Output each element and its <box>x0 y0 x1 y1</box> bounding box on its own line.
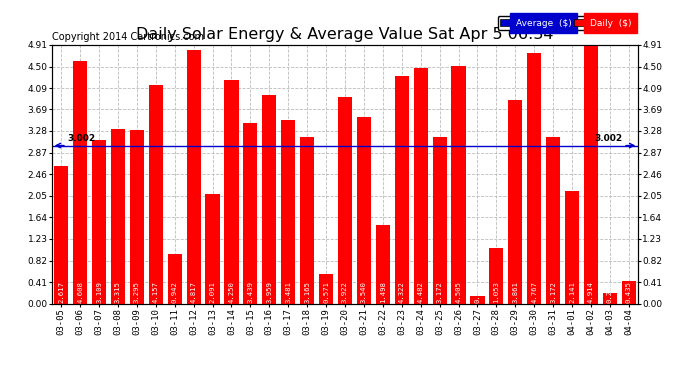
Bar <box>168 254 182 304</box>
Text: 3.002: 3.002 <box>68 134 96 143</box>
Text: 4.157: 4.157 <box>152 281 159 303</box>
Text: 3.959: 3.959 <box>266 281 273 303</box>
Text: 2.091: 2.091 <box>210 281 215 303</box>
Text: 2.141: 2.141 <box>569 281 575 303</box>
Legend: Average  ($), Daily  ($): Average ($), Daily ($) <box>497 16 633 30</box>
Bar <box>92 140 106 304</box>
Text: 0.571: 0.571 <box>323 281 329 303</box>
Bar <box>130 130 144 304</box>
Text: 4.767: 4.767 <box>531 281 538 303</box>
Bar <box>433 136 446 304</box>
Title: Daily Solar Energy & Average Value Sat Apr 5 06:34: Daily Solar Energy & Average Value Sat A… <box>136 27 554 42</box>
Text: 4.322: 4.322 <box>399 281 405 303</box>
Bar <box>413 68 428 304</box>
Text: 3.315: 3.315 <box>115 281 121 303</box>
Text: 3.172: 3.172 <box>437 281 442 303</box>
Bar <box>376 225 390 304</box>
Text: 0.149: 0.149 <box>475 281 480 303</box>
Text: 4.482: 4.482 <box>417 281 424 303</box>
Text: 1.498: 1.498 <box>380 281 386 303</box>
Bar <box>244 123 257 304</box>
Bar <box>281 120 295 304</box>
Text: 4.817: 4.817 <box>190 281 197 303</box>
Text: 0.435: 0.435 <box>626 281 632 303</box>
Bar <box>471 296 484 304</box>
Text: 4.505: 4.505 <box>455 281 462 303</box>
Bar <box>206 194 219 304</box>
Text: 4.914: 4.914 <box>588 281 594 303</box>
Text: 3.002: 3.002 <box>594 134 622 143</box>
Bar <box>451 66 466 304</box>
Text: 3.861: 3.861 <box>512 281 518 303</box>
Bar <box>603 293 617 304</box>
Text: 3.922: 3.922 <box>342 281 348 303</box>
Text: 2.617: 2.617 <box>58 281 64 303</box>
Text: Copyright 2014 Cartronics.com: Copyright 2014 Cartronics.com <box>52 32 204 42</box>
Bar <box>149 85 163 304</box>
Text: 3.540: 3.540 <box>361 281 367 303</box>
Bar <box>54 166 68 304</box>
Text: 0.209: 0.209 <box>607 281 613 303</box>
Bar <box>622 281 636 304</box>
Bar <box>357 117 371 304</box>
Bar <box>319 274 333 304</box>
Text: 3.165: 3.165 <box>304 281 310 303</box>
Bar <box>300 137 314 304</box>
Bar <box>489 248 504 304</box>
Text: 3.172: 3.172 <box>550 281 556 303</box>
Text: 3.109: 3.109 <box>96 281 102 303</box>
Bar <box>508 100 522 304</box>
Text: 1.053: 1.053 <box>493 281 500 303</box>
Bar <box>527 53 541 304</box>
Text: 4.608: 4.608 <box>77 281 83 303</box>
Bar <box>186 50 201 304</box>
Text: 3.439: 3.439 <box>248 281 253 303</box>
Bar <box>224 80 239 304</box>
Bar <box>395 76 409 304</box>
Bar <box>73 61 87 304</box>
Bar <box>262 95 277 304</box>
Bar <box>546 136 560 304</box>
Text: 4.250: 4.250 <box>228 281 235 303</box>
Bar <box>584 45 598 304</box>
Text: 3.481: 3.481 <box>285 281 291 303</box>
Text: 3.295: 3.295 <box>134 281 140 303</box>
Bar <box>565 191 579 304</box>
Bar <box>338 97 352 304</box>
Text: 0.942: 0.942 <box>172 281 178 303</box>
Bar <box>111 129 125 304</box>
